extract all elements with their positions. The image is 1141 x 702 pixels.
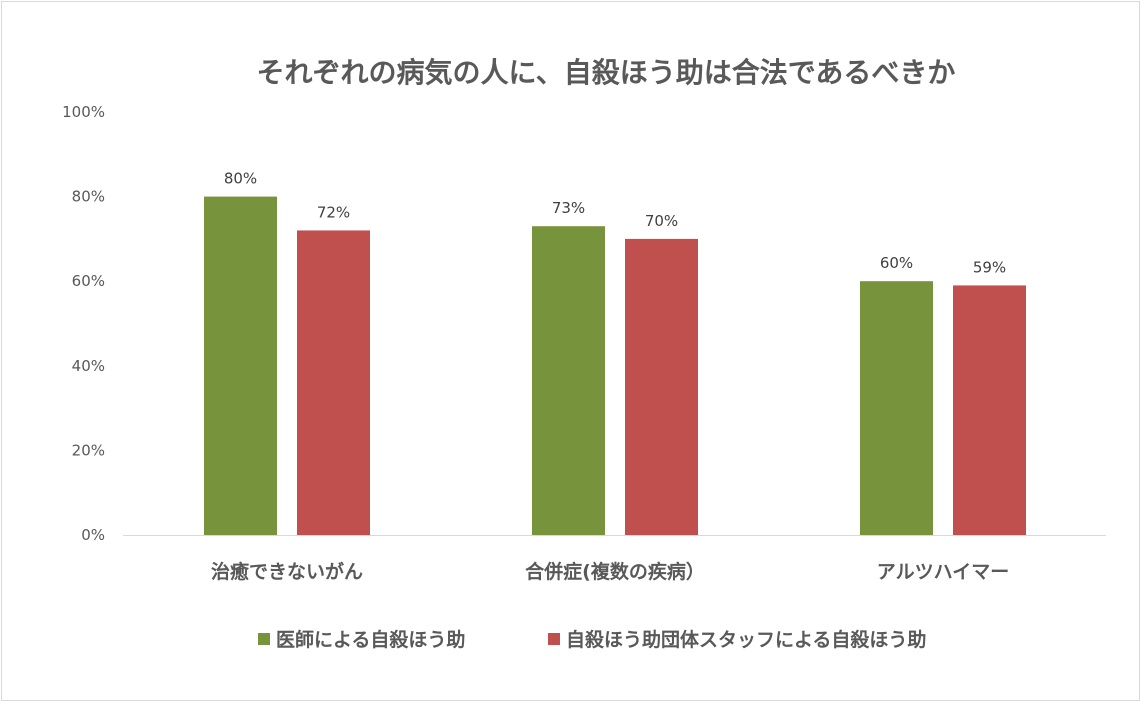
y-axis: 0% 20% 40% 60% 80% 100% [62,103,105,544]
bar [532,226,605,535]
y-tick-label: 0% [81,526,105,544]
y-tick-label: 80% [72,188,105,206]
y-tick-label: 20% [72,441,105,459]
category-label: 治癒できないがん [211,560,363,583]
legend-swatch [258,633,270,645]
legend-label: 医師による自殺ほう助 [276,628,465,651]
data-label: 59% [973,258,1006,276]
legend-label: 自殺ほう助団体スタッフによる自殺ほう助 [566,628,926,651]
chart-title: それぞれの病気の人に、自殺ほう助は合法であるべきか [257,56,956,89]
bar [625,238,698,535]
category-label: 合併症(複数の疾病） [525,560,705,583]
x-axis: 治癒できないがん 合併症(複数の疾病） アルツハイマー [211,560,1009,583]
data-label: 70% [645,212,678,230]
y-tick-label: 40% [72,357,105,375]
bar [204,196,277,535]
legend-swatch [548,633,560,645]
data-label: 73% [552,199,585,217]
data-label: 80% [224,170,257,188]
data-label: 60% [880,254,913,272]
bar [860,281,933,535]
legend: 医師による自殺ほう助 自殺ほう助団体スタッフによる自殺ほう助 [258,628,926,651]
bar [953,285,1026,535]
bars: 80% 72% 73% 70% 60% 59% [204,170,1026,535]
category-label: アルツハイマー [877,561,1009,583]
data-label: 72% [317,203,350,221]
y-tick-label: 100% [62,103,105,121]
y-tick-label: 60% [72,272,105,290]
bar [297,230,370,535]
